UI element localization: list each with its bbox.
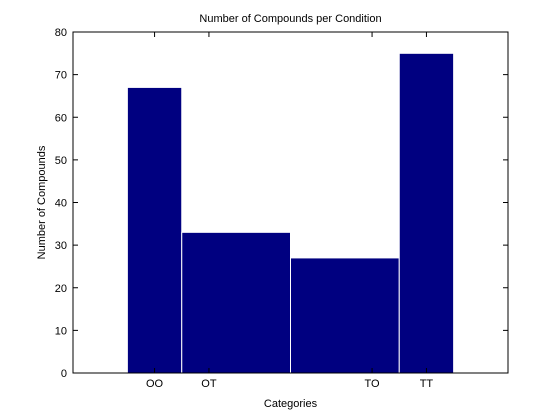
bar-1	[181, 231, 291, 374]
y-axis-label: Number of Compounds	[36, 145, 48, 259]
y-tick-label: 80	[55, 27, 67, 39]
y-tick-label: 60	[55, 112, 67, 124]
axes-group: 0 10 20 30 40 50 60 70 80 OO OT TO TT	[55, 27, 509, 390]
x-axis-label: Categories	[264, 398, 318, 410]
x-tick-label-to: TO	[365, 378, 381, 390]
chart-title: Number of Compounds per Condition	[199, 13, 381, 25]
y-tick-label: 30	[55, 240, 67, 252]
y-tick-label: 70	[55, 70, 67, 82]
bar-3	[398, 52, 455, 374]
y-tick-label: 50	[55, 155, 67, 167]
y-tick-label: 20	[55, 283, 67, 295]
x-tick-label-ot: OT	[201, 378, 217, 390]
bars-group	[126, 52, 455, 374]
bar-0	[126, 86, 183, 374]
x-tick-label-tt: TT	[420, 378, 434, 390]
x-tick-label-oo: OO	[146, 378, 164, 390]
y-tick-label: 0	[61, 368, 67, 380]
y-tick-label: 40	[55, 198, 67, 210]
y-tick-label: 10	[55, 325, 67, 337]
bar-2	[290, 257, 400, 374]
